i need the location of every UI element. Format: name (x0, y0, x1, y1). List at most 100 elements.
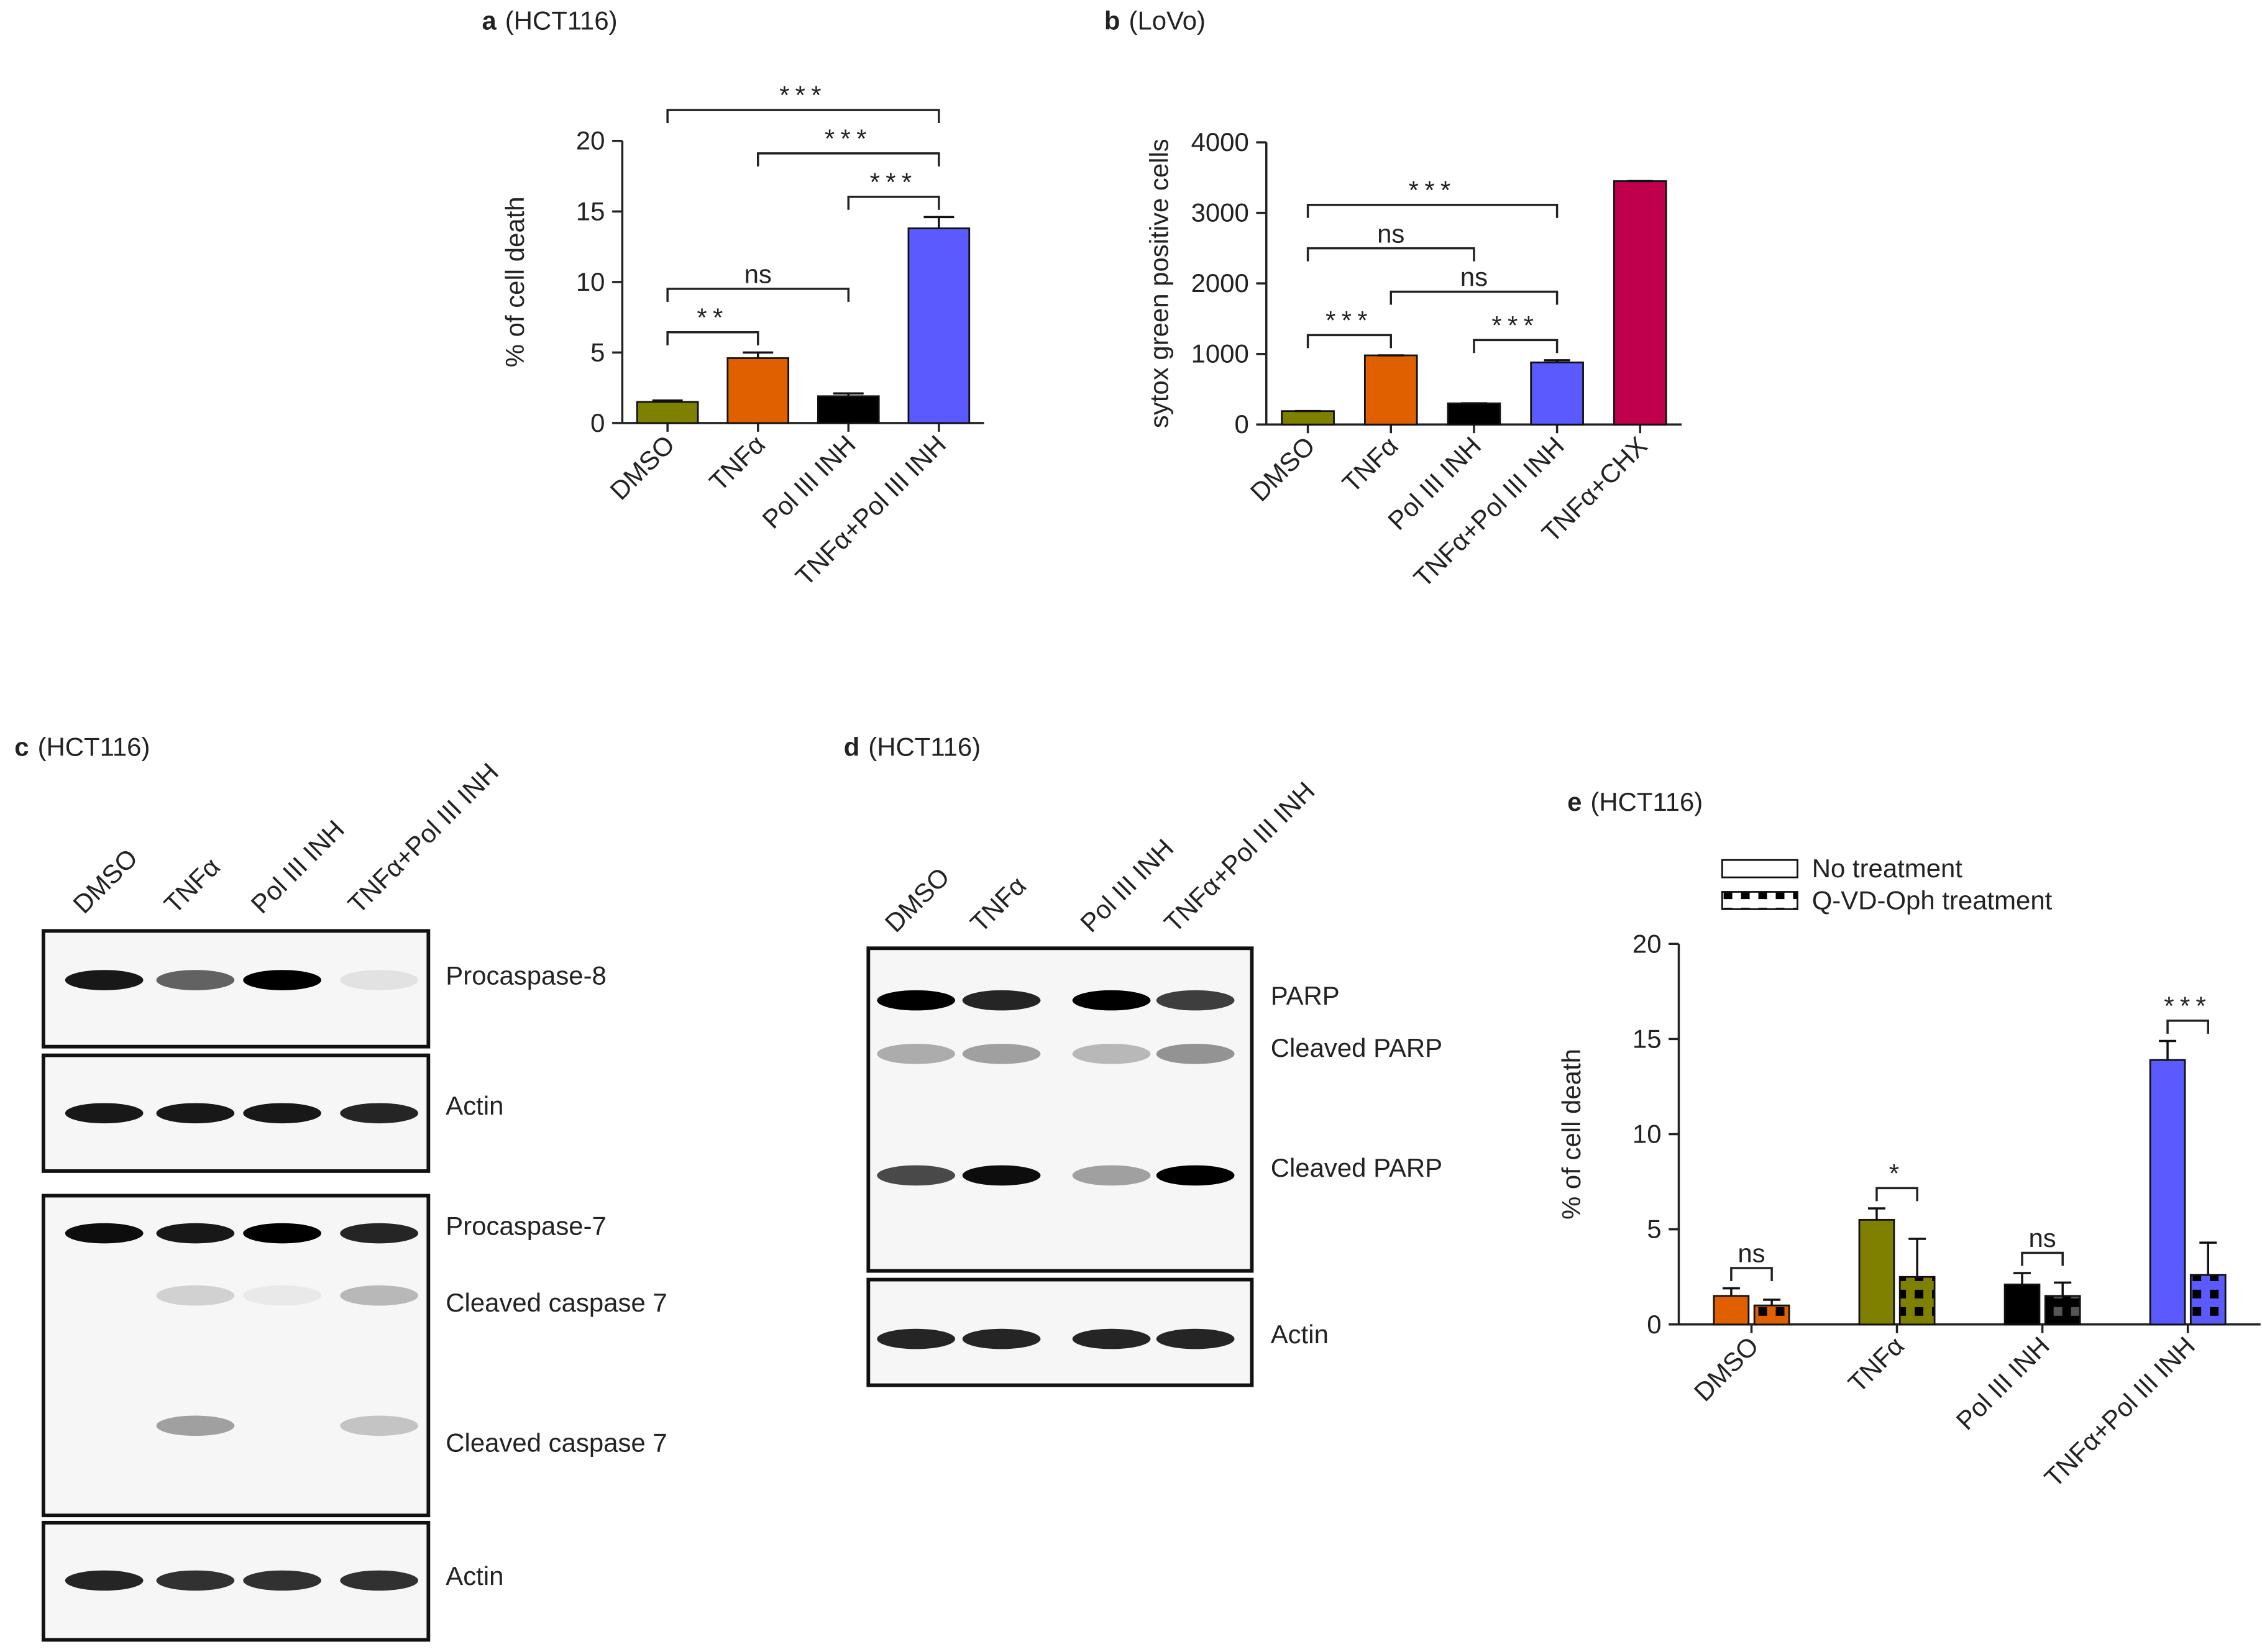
panel-subtitle: (HCT116) (1590, 787, 1703, 816)
significance-bracket (1390, 290, 1559, 305)
significance-label: ns (2028, 1223, 2056, 1253)
x-tick-label: TNFα+Pol III INH (790, 429, 951, 591)
lane-label: TNFα+Pol III INH (342, 757, 504, 919)
blot-band (340, 1285, 419, 1306)
significance-bracket (2021, 1251, 2064, 1266)
blot-band (1072, 990, 1151, 1011)
blot-band (962, 1165, 1041, 1186)
significance-label: ns (744, 260, 772, 289)
blot-band (243, 1223, 322, 1244)
blot-band (1156, 990, 1235, 1011)
significance-bracket (1473, 339, 1559, 354)
y-tick-label: 3000 (1191, 198, 1249, 227)
band-label: Actin (446, 1561, 503, 1590)
y-tick-label: 4000 (1191, 127, 1249, 157)
significance-bracket (1306, 247, 1475, 262)
significance-bracket (666, 331, 759, 345)
bar (1713, 1295, 1750, 1326)
blot-band (962, 1328, 1041, 1349)
panel-letter: d (844, 732, 860, 762)
band-label: PARP (1271, 981, 1340, 1010)
blot-band (65, 970, 144, 990)
blot-band (1156, 1165, 1235, 1186)
blot-band (243, 1103, 322, 1124)
x-tick-label: TNFα (1843, 1331, 1910, 1398)
significance-bracket (1730, 1267, 1773, 1281)
legend-label: No treatment (1812, 854, 1963, 883)
significance-bracket (2166, 1020, 2209, 1034)
blot-band (962, 990, 1041, 1011)
significance-bracket (1306, 334, 1393, 349)
significance-label: ** (697, 303, 728, 332)
bar (636, 401, 699, 424)
bar (1281, 410, 1335, 426)
error-bar (652, 399, 683, 402)
lane-label: DMSO (879, 862, 955, 938)
y-tick-label: 10 (576, 267, 605, 296)
x-tick-label: TNFα+Pol III INH (2039, 1331, 2200, 1492)
blot-band (243, 1570, 322, 1591)
blot-band (962, 1043, 1041, 1064)
band-label: Cleaved PARP (1271, 1153, 1442, 1182)
membrane (41, 1193, 431, 1518)
significance-label: *** (1326, 306, 1373, 335)
bar (1530, 361, 1584, 426)
blot-band (1072, 1328, 1151, 1349)
lane-label: TNFα+Pol III INH (1158, 776, 1320, 938)
x-tick-label: Pol III INH (1951, 1331, 2055, 1435)
y-tick-label: 20 (576, 126, 605, 155)
band-label: Cleaved caspase 7 (446, 1428, 667, 1458)
significance-bracket (847, 196, 940, 210)
y-tick-label: 15 (1632, 1024, 1662, 1053)
bar (817, 395, 880, 424)
lane-label: TNFα (964, 870, 1032, 938)
blot-band (156, 1285, 235, 1306)
blot-band (340, 1415, 419, 1436)
error-bar (2013, 1272, 2031, 1285)
y-tick-label: 0 (1234, 409, 1248, 439)
y-tick-label: 5 (1647, 1215, 1661, 1244)
significance-label: *** (2164, 992, 2212, 1021)
error-bar (2159, 1039, 2177, 1061)
lane-label: DMSO (67, 843, 143, 919)
blot-band (65, 1103, 144, 1124)
blot-band (1156, 1328, 1235, 1349)
error-bar (1544, 359, 1570, 363)
bar (1447, 402, 1501, 426)
y-axis-label: % of cell death (500, 196, 529, 367)
blot-band (877, 1043, 956, 1064)
y-tick-label: 20 (1632, 929, 1662, 958)
blot-band (877, 990, 956, 1011)
legend-swatch (1721, 891, 1798, 910)
panel-subtitle: (LoVo) (1129, 6, 1205, 35)
bar (1858, 1218, 1895, 1326)
blot-band (877, 1328, 956, 1349)
significance-bracket (1875, 1187, 1918, 1202)
x-tick-label: DMSO (1688, 1331, 1764, 1407)
band-label: Procaspase-7 (446, 1211, 607, 1240)
y-tick-label: 0 (1647, 1310, 1661, 1339)
panel-title: d (HCT116) (844, 732, 981, 762)
error-bar (923, 216, 955, 229)
x-tick-label: DMSO (604, 429, 680, 505)
blot-band (877, 1165, 956, 1186)
bar (2003, 1284, 2041, 1326)
bar (1898, 1276, 1936, 1326)
panel-subtitle: (HCT116) (868, 732, 981, 762)
bar (2044, 1295, 2081, 1326)
error-bar (1867, 1207, 1885, 1220)
panel-subtitle: (HCT116) (505, 6, 618, 35)
blot-band (340, 970, 419, 990)
blot-band (65, 1570, 144, 1591)
y-tick-label: 1000 (1191, 339, 1249, 368)
blot-band (65, 1223, 144, 1244)
band-label: Cleaved caspase 7 (446, 1288, 667, 1317)
panel-letter: c (14, 732, 29, 762)
blot-band (156, 1415, 235, 1436)
significance-label: *** (825, 124, 872, 153)
x-tick-label: TNFα (1337, 431, 1404, 498)
blot-band (243, 970, 322, 990)
error-bar (2199, 1241, 2217, 1276)
